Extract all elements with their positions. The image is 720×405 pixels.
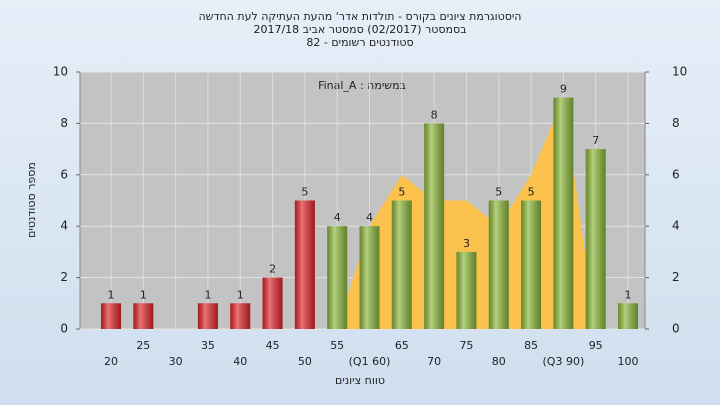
data-label: 4 [366, 211, 373, 224]
x-tick-label: 20 [104, 355, 118, 368]
x-tick-label: 25 [136, 339, 150, 352]
y2-tick-label: 2 [672, 270, 680, 284]
x-tick-label: (Q3 90) [543, 355, 585, 368]
data-label: 8 [431, 108, 438, 121]
y-tick-label: 8 [60, 116, 68, 130]
data-label: 5 [398, 186, 405, 199]
data-label: 1 [140, 288, 147, 301]
x-tick-label: 80 [492, 355, 506, 368]
data-label: 9 [560, 83, 567, 96]
y2-tick-label: 0 [672, 322, 680, 336]
x-axis-label: טווח ציונים [335, 374, 385, 387]
x-tick-label: 65 [395, 339, 409, 352]
data-label: 1 [204, 288, 211, 301]
bar-shade [197, 303, 218, 329]
data-label: 7 [592, 134, 599, 147]
y2-tick-label: 4 [672, 219, 680, 233]
bar-shade [391, 200, 412, 329]
y-tick-label: 10 [53, 65, 68, 79]
y-tick-label: 6 [60, 167, 68, 181]
bar-shade [585, 149, 606, 329]
bar-shade [424, 123, 445, 330]
data-label: 4 [334, 211, 341, 224]
y2-tick-label: 8 [672, 116, 680, 130]
x-tick-label: 35 [201, 339, 215, 352]
y-tick-label: 4 [60, 219, 68, 233]
bar-shade [294, 200, 315, 329]
data-label: 3 [463, 237, 470, 250]
x-tick-label: 100 [618, 355, 639, 368]
bar-shade [133, 303, 154, 329]
bar-shade [230, 303, 251, 329]
x-tick-label: 40 [233, 355, 247, 368]
data-label: 2 [269, 263, 276, 276]
y-tick-label: 2 [60, 270, 68, 284]
title-line: היסטוגרמת ציונים בקורס - תולדות אדר' מהע… [198, 10, 521, 23]
bar-shade [327, 226, 348, 329]
data-label: 1 [108, 288, 115, 301]
bar-shade [262, 277, 283, 329]
annotation: Final_A : במשימה [318, 79, 406, 92]
x-tick-label: 30 [169, 355, 183, 368]
title-line: בסמסטר (02/2017) סמסטר אביב 2017/18 [253, 23, 466, 36]
x-tick-label: 70 [427, 355, 441, 368]
bar-shade [101, 303, 121, 329]
bar-shade [553, 97, 574, 329]
data-label: 1 [625, 288, 632, 301]
y2-tick-label: 10 [672, 65, 687, 79]
x-tick-label: 45 [266, 339, 280, 352]
bar-shade [488, 200, 509, 329]
x-tick-label: 95 [589, 339, 603, 352]
x-tick-label: (Q1 60) [349, 355, 391, 368]
x-tick-label: 55 [330, 339, 344, 352]
title-line: סטודנטים רשומים - 82 [306, 36, 413, 49]
data-label: 1 [237, 288, 244, 301]
bar-shade [359, 226, 380, 329]
data-label: 5 [495, 186, 502, 199]
y-tick-label: 0 [60, 322, 68, 336]
data-label: 5 [301, 186, 308, 199]
x-tick-label: 85 [524, 339, 538, 352]
bar-shade [456, 251, 477, 329]
x-tick-label: 75 [459, 339, 473, 352]
y2-tick-label: 6 [672, 167, 680, 181]
bar-shade [521, 200, 542, 329]
bar-shade [618, 303, 638, 329]
data-label: 5 [528, 186, 535, 199]
y-axis-label: מספר סטודנטים [25, 162, 38, 238]
x-tick-label: 50 [298, 355, 312, 368]
